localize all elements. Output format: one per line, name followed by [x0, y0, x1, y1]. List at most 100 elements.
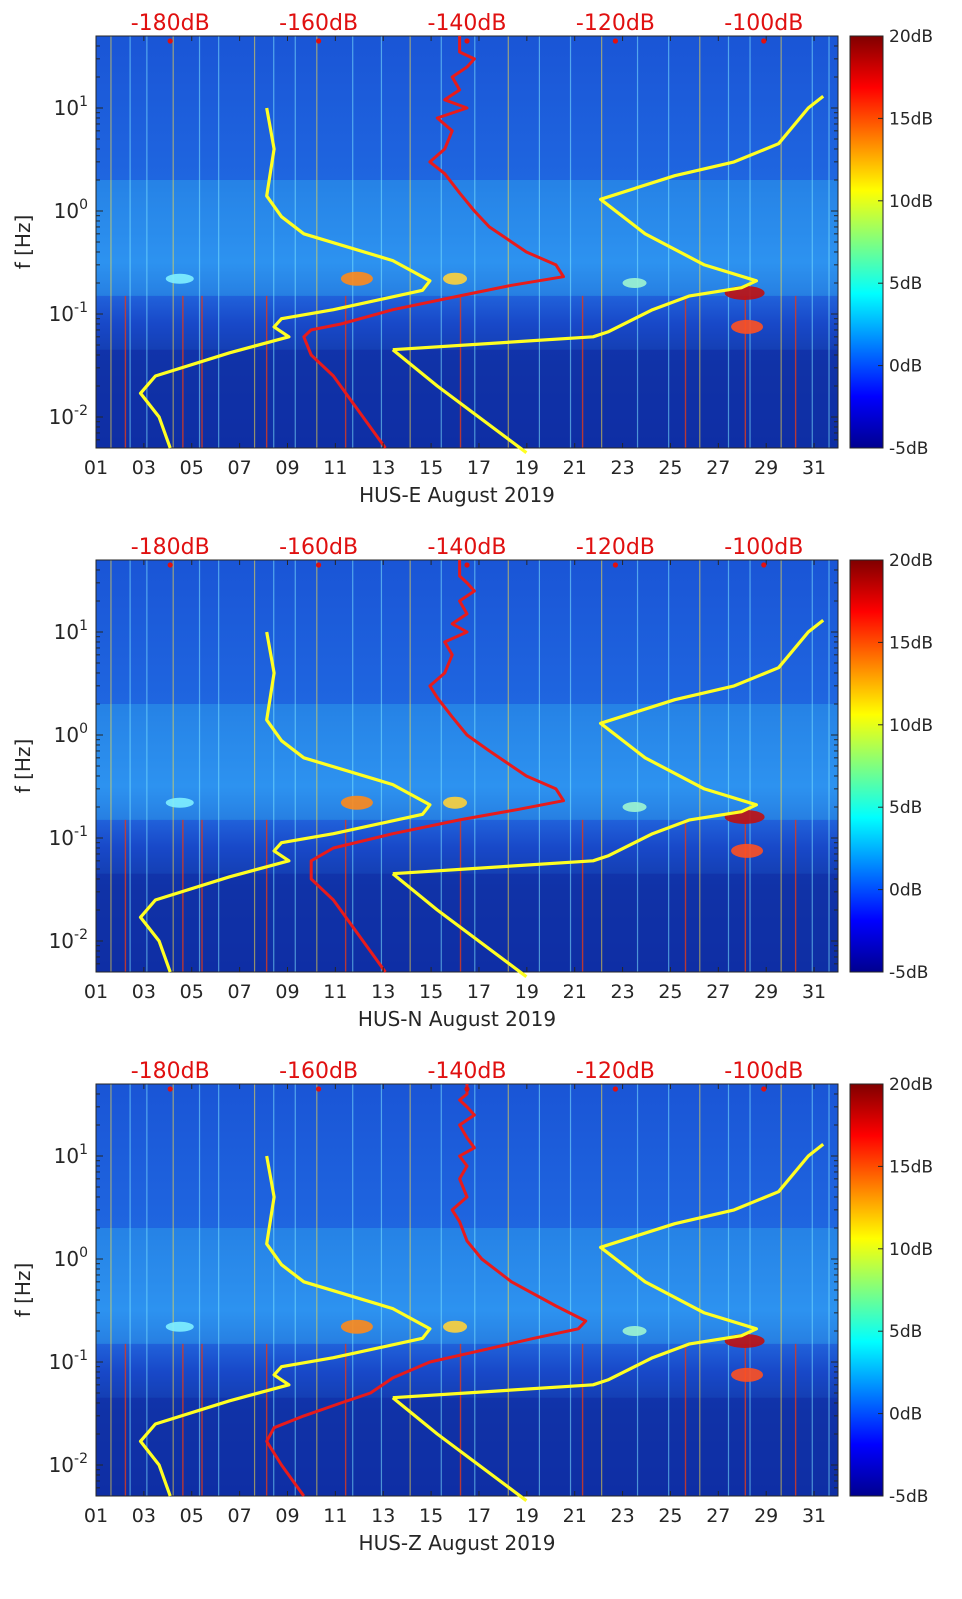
x-axis-title: HUS-Z August 2019 [359, 1531, 556, 1555]
x-tick-label: 09 [275, 981, 299, 1003]
y-tick-label: 10-2 [49, 927, 88, 953]
x-tick-label: 13 [371, 1505, 395, 1527]
x-tick-label: 11 [323, 981, 347, 1003]
x-tick-label: 23 [610, 981, 634, 1003]
top-axis-marker [761, 38, 767, 44]
signal-spike [344, 295, 347, 448]
signal-spike [344, 819, 347, 972]
colorbar-label: -5dB [889, 439, 928, 459]
signal-spike [201, 1343, 203, 1496]
signal-streak [294, 1084, 296, 1496]
energy-hotspot [340, 271, 373, 286]
noise-model-line [391, 1396, 528, 1502]
signal-streak [569, 36, 572, 448]
x-tick-label: 07 [228, 1505, 252, 1527]
signal-streak [780, 36, 782, 448]
signal-streak [380, 560, 383, 972]
signal-streak [569, 560, 572, 972]
x-tick-label: 31 [802, 981, 826, 1003]
energy-hotspot [731, 319, 764, 334]
signal-streak [507, 1084, 509, 1496]
signal-streak [699, 560, 701, 972]
signal-streak [569, 1084, 572, 1496]
top-axis-marker [167, 1086, 173, 1092]
signal-spike [182, 1343, 184, 1496]
x-tick-label: 29 [754, 1505, 778, 1527]
signal-streak [218, 1084, 220, 1496]
top-axis-marker [612, 38, 619, 44]
signal-streak [828, 1084, 830, 1496]
signal-streak [440, 560, 442, 972]
y-tick-exponent: 0 [79, 721, 88, 737]
x-tick-label: 01 [84, 981, 108, 1003]
y-tick-exponent: -2 [74, 1451, 88, 1467]
x-tick-label: 03 [132, 1505, 156, 1527]
signal-streak [699, 1084, 701, 1496]
y-tick-exponent: -1 [74, 300, 88, 316]
signal-streak [636, 36, 639, 448]
signal-spike [684, 1343, 687, 1496]
colorbar-label: 5dB [889, 1322, 922, 1342]
top-axis-label: -160dB [279, 535, 358, 560]
colorbar [849, 1083, 884, 1497]
noise-model-line [138, 1155, 432, 1497]
x-tick-label: 31 [802, 457, 826, 479]
signal-streak [749, 1084, 751, 1496]
colorbar-label: 0dB [889, 881, 922, 901]
signal-streak [273, 560, 275, 972]
energy-hotspot [165, 1321, 194, 1332]
noise-model-line [138, 631, 432, 973]
top-axis-label: -160dB [279, 1059, 358, 1084]
spectrogram-panel: 01 03 05 07 09 11 13 15 17 19 21 23 25 27 29 3110110010… [11, 1059, 933, 1555]
signal-spike [684, 819, 687, 972]
signal-streak [253, 1084, 256, 1496]
x-tick-label: 27 [706, 981, 730, 1003]
signal-streak [409, 36, 411, 448]
signal-streak [172, 1084, 174, 1496]
y-tick-exponent: 1 [79, 1142, 88, 1158]
colorbar-label: 20dB [889, 551, 933, 571]
signal-streak [172, 560, 174, 972]
y-tick-exponent: 0 [79, 197, 88, 213]
signal-spike [182, 819, 184, 972]
x-tick-label: 29 [754, 981, 778, 1003]
colorbar-label: 5dB [889, 274, 922, 294]
y-tick-label: 100 [54, 721, 88, 747]
signal-spike [744, 819, 747, 972]
signal-spike [201, 819, 203, 972]
y-tick-label: 101 [54, 1142, 88, 1168]
y-tick-base: 10 [54, 96, 79, 120]
colorbar-label: 20dB [889, 1075, 933, 1095]
y-axis-title: f [Hz] [11, 215, 35, 270]
y-tick-exponent: -2 [74, 927, 88, 943]
x-tick-label: 13 [371, 981, 395, 1003]
y-tick-label: 10-1 [49, 1348, 88, 1374]
signal-streak [474, 560, 476, 972]
colorbar-label: -5dB [889, 1487, 928, 1507]
signal-streak [409, 1084, 411, 1496]
colorbar-label: -5dB [889, 963, 928, 983]
signal-streak [474, 1084, 476, 1496]
signal-streak [146, 36, 148, 448]
signal-streak [780, 1084, 782, 1496]
top-axis-label: -180dB [131, 535, 210, 560]
signal-streak [749, 36, 751, 448]
x-tick-label: 07 [228, 457, 252, 479]
x-tick-label: 13 [371, 457, 395, 479]
x-tick-label: 05 [180, 1505, 204, 1527]
signal-spike [124, 819, 127, 972]
signal-spike [581, 295, 584, 448]
signal-streak [380, 36, 383, 448]
x-tick-label: 11 [323, 1505, 347, 1527]
signal-streak [294, 560, 296, 972]
energy-hotspot [731, 1367, 764, 1382]
low-frequency-band [96, 873, 838, 972]
noise-model-line [391, 348, 528, 454]
colorbar-label: 20dB [889, 27, 933, 47]
noise-psd-line [302, 36, 565, 449]
signal-spike [459, 1343, 462, 1496]
colorbar-label: 0dB [889, 1405, 922, 1425]
signal-streak [316, 36, 318, 448]
colorbar-label: 10dB [889, 716, 933, 736]
signal-streak [749, 560, 751, 972]
